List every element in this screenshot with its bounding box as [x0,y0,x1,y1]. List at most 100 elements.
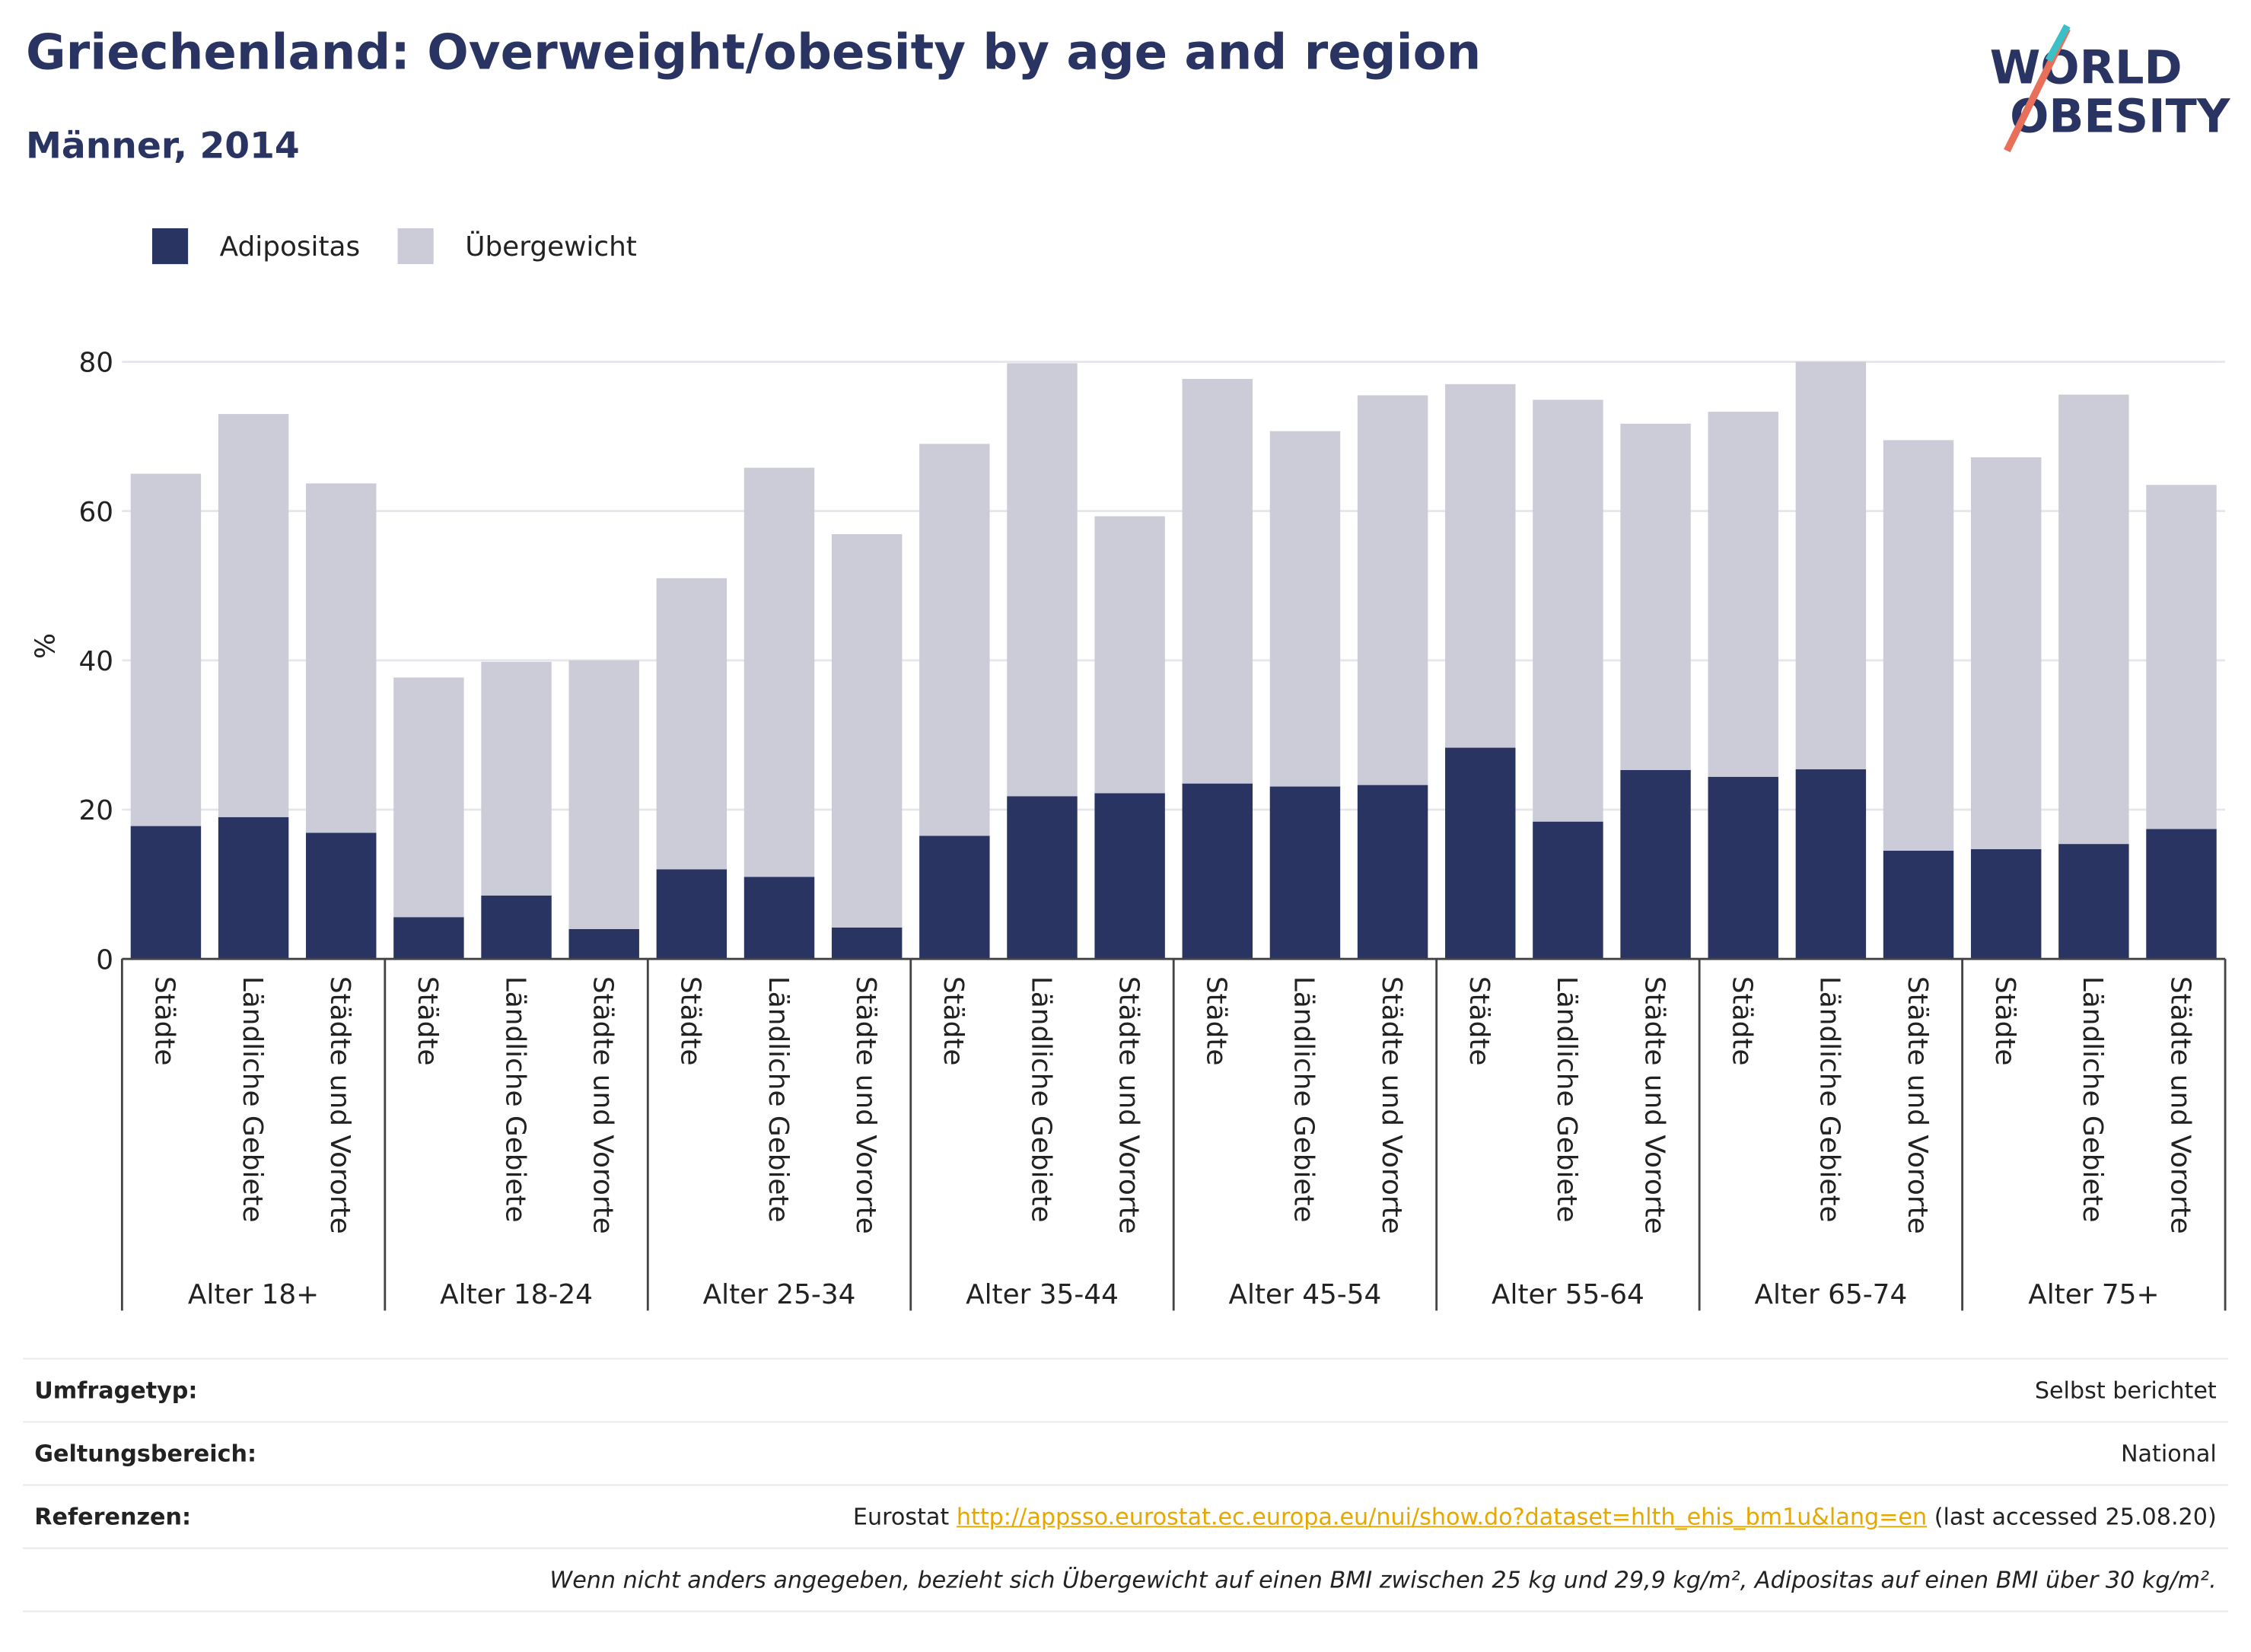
group-label: Alter 18+ [188,1279,319,1310]
bar-segment [831,534,903,928]
bar-segment [831,927,903,960]
bar-segment [1445,384,1516,748]
bar-segment [306,832,377,960]
footnote-row: Wenn nicht anders angegeben, bezieht sic… [23,1547,2228,1612]
x-tick-label: Ländliche Gebiete [1814,976,1845,1223]
x-tick-label: Städte [412,976,443,1066]
y-tick-label: 20 [78,795,113,826]
footer-row: Umfragetyp: Selbst berichtet [23,1358,2228,1421]
bar-segment [1883,850,1954,960]
bar-segment [1357,395,1428,785]
row-label: Umfragetyp: [34,1377,198,1404]
x-tick-label: Städte [1727,976,1758,1066]
group-label: Alter 18-24 [440,1279,593,1310]
group-label: Alter 45-54 [1229,1279,1382,1310]
bar-segment [1533,399,1603,822]
bar-segment [1533,821,1603,960]
bar-segment [1795,361,1867,770]
x-tick-label: Städte und Vororte [2164,976,2195,1234]
bar-segment [2058,394,2129,845]
bar-segment [130,473,202,826]
x-tick-label: Städte und Vororte [1902,976,1933,1234]
bar-segment [481,895,552,960]
bar-segment [1357,785,1428,960]
group-label: Alter 75+ [2028,1279,2159,1310]
logo-text: WORLD [1990,41,2183,94]
bar-segment [1182,378,1253,784]
bar-segment [1883,440,1954,851]
bar-segment [1970,457,2042,849]
group-label: Alter 35-44 [966,1279,1119,1310]
bar-segment [1094,793,1165,960]
x-tick-label: Städte und Vororte [1376,976,1407,1234]
footer-row: Geltungsbereich: National [23,1421,2228,1485]
bar-segment [2058,844,2129,960]
bar-segment [1795,769,1867,960]
x-tick-label: Städte und Vororte [1638,976,1670,1234]
x-tick-label: Städte [938,976,969,1066]
y-axis-label: % [30,633,62,659]
x-tick-label: Städte und Vororte [587,976,619,1234]
x-tick-label: Ländliche Gebiete [499,976,530,1223]
bar-segment [1708,776,1778,960]
y-tick-label: 60 [78,497,113,528]
source: Eurostat [852,1503,950,1531]
bar-segment [393,917,464,960]
legend-swatch [397,228,434,265]
bar-segment [306,483,377,833]
group-label: Alter 25-34 [703,1279,856,1310]
link[interactable]: http://appsso.eurostat.ec.europa.eu/nui/… [956,1503,1928,1531]
footer: Umfragetyp: Selbst berichtet Geltungsberei… [23,1358,2228,1612]
logo-slash [2045,24,2071,62]
y-tick-label: 0 [96,944,113,976]
x-tick-label: Städte [1201,976,1232,1066]
x-tick-label: Städte [149,976,180,1066]
chart-title: Griechenland: Overweight/obesity by age … [26,24,1481,81]
bar-segment [1970,848,2042,960]
bar-segment [568,660,639,929]
y-tick-label: 80 [78,348,113,379]
bar-segment [656,869,728,960]
x-tick-label: Ländliche Gebiete [1288,976,1320,1223]
bar-segment [130,826,202,960]
row-value: Eurostat http://appsso.eurostat.ec.europ… [853,1503,2217,1530]
bar-segment [656,578,728,870]
bar-segment [1620,769,1691,960]
x-tick-label: Ländliche Gebiete [2077,976,2108,1223]
x-tick-label: Ländliche Gebiete [1551,976,1582,1223]
bar-segment [919,444,990,836]
y-tick-label: 40 [78,646,113,677]
row-value: Selbst berichtet [2034,1377,2217,1404]
row-label: Referenzen: [34,1503,192,1531]
bar-segment [218,816,289,960]
legend-swatch [151,228,189,265]
note: (last accessed 25.08.20) [1934,1503,2217,1531]
bar-segment [393,677,464,918]
bar-segment [1007,796,1078,960]
bar-segment [743,467,815,877]
x-tick-label: Städte [1463,976,1495,1066]
bar-segment [919,836,990,960]
logo-text: OBESITY [2010,91,2231,144]
group-label: Alter 55-64 [1492,1279,1644,1310]
bar-segment [218,414,289,817]
x-tick-label: Ländliche Gebiete [237,976,268,1223]
bar-segment [481,661,552,896]
bar-segment [2146,829,2217,960]
chart-subtitle: Männer, 2014 [26,126,300,167]
x-tick-label: Ländliche Gebiete [763,976,794,1223]
footer-row: Referenzen: Eurostat http://appsso.eurost… [23,1484,2228,1548]
bar-segment [1007,363,1078,797]
bar-segment [1445,747,1516,960]
bar-segment [1182,783,1253,960]
bar-segment [568,928,639,960]
legend-label: Übergewicht [465,231,637,263]
chart: Griechenland: Overweight/obesity by age … [26,24,2231,1311]
row-value: National [2120,1440,2217,1468]
x-tick-label: Städte [1989,976,2020,1066]
bar-segment [1094,516,1165,794]
bar-segment [2146,485,2217,829]
x-tick-label: Städte [675,976,706,1066]
bar-segment [1708,412,1778,777]
